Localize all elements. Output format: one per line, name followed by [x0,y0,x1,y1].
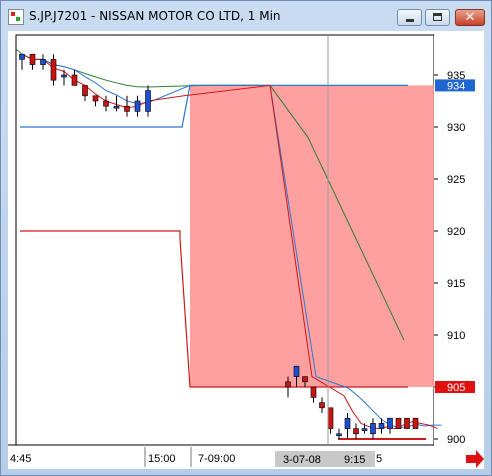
session1-candle-4 [61,74,67,78]
session2-candle-1 [293,365,300,377]
session2-candle-7 [344,417,351,429]
session1-candle-2 [40,59,46,65]
session2-candle-13 [395,417,402,429]
scroll-right-arrow-icon[interactable] [466,450,484,468]
time-label-6: 5 [376,453,382,465]
maximize-icon [433,13,442,21]
session2-candle-8 [353,428,359,435]
session2-candle-2 [302,376,308,383]
close-button[interactable]: ✕ [455,9,485,26]
y-tick-label-4: 915 [447,278,465,290]
time-label-4: 3-07-08 [283,454,321,466]
session2-candle-3 [310,386,317,398]
session1-candle-11 [134,100,141,112]
close-icon: ✕ [464,10,476,25]
time-label-1: 4:45 [10,453,31,465]
y-tick-label-3: 920 [447,226,465,238]
session1-candle-0 [19,53,25,60]
minimize-button[interactable] [397,9,422,26]
price-axis [434,35,484,445]
y-tick-label-5: 910 [447,330,465,342]
red-band-line [20,230,408,388]
session1-candle-9 [113,105,120,109]
session2-candle-10 [370,423,376,435]
price-tag-label-red: 905 [447,382,465,394]
session2-candle-12 [387,417,393,429]
time-label-3: 7-09:00 [198,453,235,465]
session2-candle-9 [361,428,368,431]
window-title: S.JP.J7201 - NISSAN MOTOR CO LTD, 1 Min [29,9,281,23]
blue-band-line [20,84,408,128]
time-label-5: 9:15 [344,454,365,466]
time-labels: 4:45 15:00 7-09:00 3-07-08 9:15 5 [10,447,382,467]
price-tag-blue [435,79,475,92]
time-label-2: 15:00 [148,453,176,465]
session2-candle-5 [327,407,334,429]
price-tag-label-blue: 934 [447,80,465,92]
target-zone [190,85,434,388]
y-tick-label-1: 930 [447,122,465,134]
session1-candle-5 [71,74,78,86]
price-tag-red [435,381,475,393]
time-axis [8,445,484,469]
session2-candle-4 [319,402,325,409]
session2-candle-14 [404,417,410,429]
y-tick-label-0: 935 [447,70,465,82]
session2-candle-6 [336,433,342,437]
chart-app-icon [8,9,24,25]
minimize-icon [406,19,414,22]
session2-candle-0 [285,381,291,388]
session1-candle-12 [145,90,151,112]
crosshair-time-highlight [275,451,375,467]
maximize-button[interactable] [425,9,450,26]
y-tick-label-2: 925 [447,174,465,186]
session2-candle-15 [412,417,419,429]
session1-candle-10 [124,105,130,112]
session1-candle-8 [103,100,109,107]
session1-candle-6 [82,85,88,97]
session1-candle-7 [92,95,99,102]
session2-candle-11 [378,423,385,429]
session1-candle-3 [50,59,57,81]
y-tick-label-7: 900 [447,434,465,446]
blue-moving-average [21,53,442,429]
session1-candle-1 [29,53,36,65]
title-bar[interactable]: S.JP.J7201 - NISSAN MOTOR CO LTD, 1 Min … [1,1,491,31]
